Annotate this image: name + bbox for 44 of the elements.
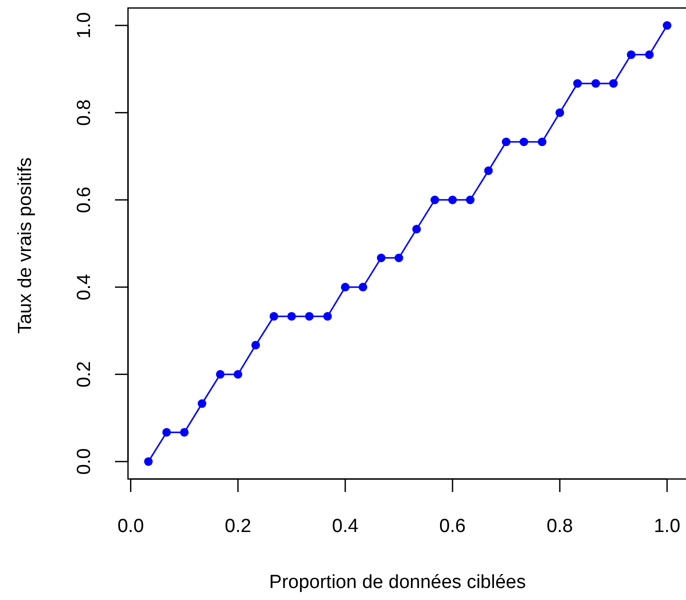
x-axis-title: Proportion de données ciblées xyxy=(269,572,526,593)
point xyxy=(287,312,296,321)
point xyxy=(573,79,582,88)
point xyxy=(251,340,260,350)
point xyxy=(216,370,225,379)
x-tick-label: 0.4 xyxy=(332,516,359,537)
x-tick-label: 0.0 xyxy=(117,516,144,537)
point xyxy=(609,79,618,88)
point xyxy=(323,312,332,321)
y-tick-label: 0.2 xyxy=(74,361,95,388)
x-tick-label: 0.2 xyxy=(224,516,252,537)
point xyxy=(234,370,242,379)
x-tick-label: 0.6 xyxy=(439,516,466,537)
point xyxy=(198,399,206,408)
point xyxy=(394,254,404,262)
point xyxy=(376,254,386,262)
point xyxy=(448,196,457,204)
x-tick-label: 0.8 xyxy=(546,516,574,537)
point xyxy=(520,138,528,146)
point xyxy=(162,428,171,437)
point xyxy=(538,138,546,146)
y-tick-label: 0.6 xyxy=(74,186,95,214)
point xyxy=(484,166,493,175)
point xyxy=(662,21,672,30)
y-tick-label: 0.0 xyxy=(74,448,95,475)
y-tick-label: 0.8 xyxy=(74,99,95,126)
y-tick-label: 0.4 xyxy=(74,273,95,300)
point xyxy=(412,224,421,234)
x-tick-label: 1.0 xyxy=(654,516,680,537)
point xyxy=(502,138,510,146)
point xyxy=(645,50,654,59)
point xyxy=(180,428,189,437)
y-tick-label: 1.0 xyxy=(74,12,95,39)
point xyxy=(305,312,314,321)
point xyxy=(270,312,278,321)
point xyxy=(144,457,153,466)
point xyxy=(340,282,350,292)
point xyxy=(430,196,440,204)
point xyxy=(358,282,368,292)
point xyxy=(591,79,600,88)
point xyxy=(466,196,475,204)
y-axis-title: Taux de vrais positifs xyxy=(15,157,36,334)
point xyxy=(556,108,564,117)
point xyxy=(626,50,636,59)
